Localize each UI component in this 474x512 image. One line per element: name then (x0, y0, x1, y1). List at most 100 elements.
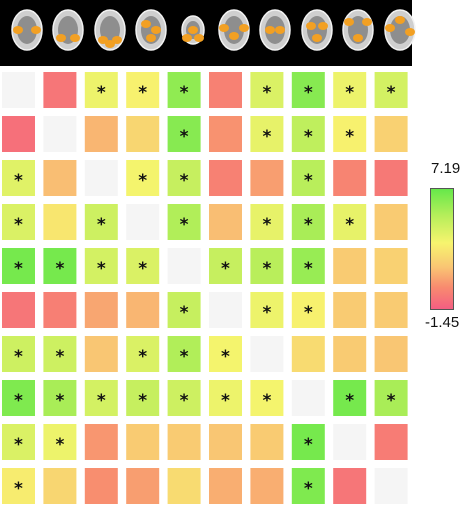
significance-marker: * (221, 259, 230, 279)
heatmap-cell (2, 160, 35, 196)
heatmap-cell (250, 248, 284, 284)
heatmap-cell (43, 468, 77, 504)
brain-slice-icon (94, 9, 126, 51)
significance-marker: * (304, 171, 313, 191)
heatmap-cell (374, 116, 408, 152)
significance-marker: * (138, 83, 147, 103)
correlation-heatmap: * * * * * * * * * * * * * * * * * * * * * * * * * * * * * * * * * * * * * * * *… (2, 72, 408, 504)
heatmap-cell (167, 424, 201, 460)
significance-marker: * (304, 83, 313, 103)
heatmap-cell (209, 72, 242, 108)
significance-marker: * (304, 303, 313, 323)
brain-slice-icon (301, 9, 333, 51)
heatmap-cell (84, 380, 118, 416)
heatmap-cell (43, 380, 77, 416)
heatmap-cell (250, 72, 284, 108)
heatmap-cell (43, 292, 77, 328)
heatmap-diagonal-cell (209, 292, 242, 328)
heatmap-cell (43, 160, 77, 196)
heatmap-diagonal-cell (167, 248, 201, 284)
significance-marker: * (180, 391, 189, 411)
significance-marker: * (55, 259, 64, 279)
heatmap-cell (84, 204, 118, 240)
heatmap-diagonal-cell (374, 468, 408, 504)
heatmap-cell (374, 292, 408, 328)
heatmap-cell (333, 72, 367, 108)
significance-marker: * (180, 83, 189, 103)
heatmap-cell (374, 380, 408, 416)
heatmap-cell (333, 380, 367, 416)
heatmap-cell (2, 204, 35, 240)
significance-marker: * (262, 215, 271, 235)
brain-slice-icon (135, 9, 167, 51)
heatmap-cell (209, 424, 242, 460)
heatmap-cell (84, 72, 118, 108)
heatmap-cell (374, 424, 408, 460)
significance-marker: * (138, 391, 147, 411)
significance-marker: * (262, 303, 271, 323)
heatmap-cell (374, 336, 408, 372)
significance-marker: * (97, 259, 106, 279)
heatmap-diagonal-cell (333, 424, 367, 460)
significance-marker: * (14, 435, 23, 455)
significance-marker: * (97, 215, 106, 235)
significance-marker: * (345, 83, 354, 103)
significance-marker: * (180, 127, 189, 147)
colorbar-min-label: -1.45 (425, 314, 460, 331)
significance-marker: * (180, 347, 189, 367)
significance-marker: * (180, 215, 189, 235)
heatmap-cell (333, 468, 367, 504)
significance-marker: * (387, 83, 396, 103)
heatmap-cell (126, 248, 160, 284)
heatmap-cell (209, 248, 242, 284)
heatmap-cell (167, 336, 201, 372)
heatmap-diagonal-cell (250, 336, 284, 372)
heatmap-cell (250, 116, 284, 152)
significance-marker: * (262, 391, 271, 411)
heatmap-cell (126, 160, 160, 196)
significance-marker: * (138, 259, 147, 279)
significance-marker: * (138, 347, 147, 367)
heatmap-cell (43, 72, 77, 108)
significance-marker: * (180, 171, 189, 191)
heatmap-cell (126, 380, 160, 416)
heatmap-cell (291, 468, 325, 504)
brain-slice-icon (218, 9, 250, 51)
significance-marker: * (55, 347, 64, 367)
heatmap-cell (167, 160, 201, 196)
significance-marker: * (221, 391, 230, 411)
heatmap-cell (333, 248, 367, 284)
heatmap-cell (84, 292, 118, 328)
heatmap-cell (209, 204, 242, 240)
heatmap-cell (250, 424, 284, 460)
heatmap-cell (2, 380, 35, 416)
colorbar (430, 188, 454, 310)
significance-marker: * (262, 259, 271, 279)
heatmap-cell (333, 116, 367, 152)
heatmap-cell (250, 292, 284, 328)
heatmap-cell (43, 424, 77, 460)
heatmap-cell (209, 468, 242, 504)
heatmap-cell (126, 72, 160, 108)
heatmap-cell (2, 248, 35, 284)
heatmap-cell (374, 248, 408, 284)
heatmap-cell (167, 116, 201, 152)
heatmap-cell (291, 116, 325, 152)
heatmap-cell (84, 468, 118, 504)
heatmap-cell (250, 204, 284, 240)
heatmap-cell (43, 248, 77, 284)
significance-marker: * (55, 391, 64, 411)
heatmap-cell (2, 336, 35, 372)
heatmap-cell (84, 424, 118, 460)
significance-marker: * (97, 391, 106, 411)
heatmap-cell (209, 380, 242, 416)
heatmap-cell (126, 336, 160, 372)
heatmap-cell (84, 116, 118, 152)
brain-slice-icon (259, 9, 292, 51)
significance-marker: * (304, 435, 313, 455)
significance-marker: * (304, 215, 313, 235)
significance-marker: * (14, 347, 23, 367)
heatmap-cell (43, 336, 77, 372)
significance-marker: * (55, 435, 64, 455)
heatmap-cell (291, 248, 325, 284)
